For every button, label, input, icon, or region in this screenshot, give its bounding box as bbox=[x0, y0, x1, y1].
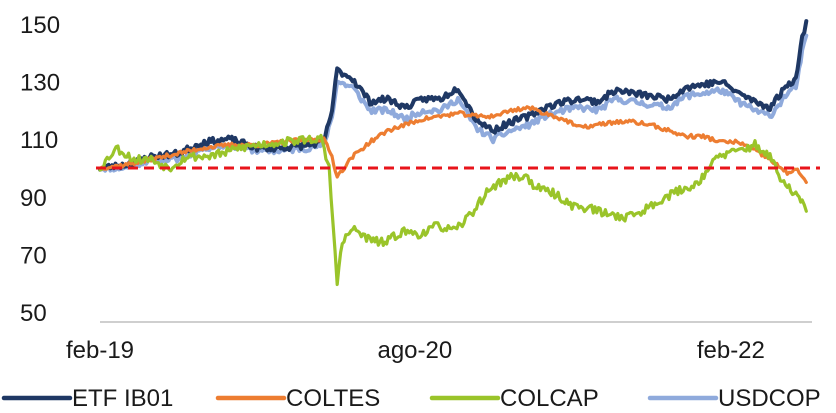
legend-item: COLCAP bbox=[429, 385, 599, 412]
legend-item: ETF IB01 bbox=[1, 385, 173, 412]
y-tick-label: 70 bbox=[20, 242, 47, 269]
y-tick-label: 150 bbox=[20, 12, 60, 39]
y-tick-label: 90 bbox=[20, 185, 47, 212]
y-axis-ticks: 50 70 90 110 130 150 bbox=[20, 12, 60, 327]
legend-label: ETF IB01 bbox=[72, 385, 173, 412]
x-tick-label: ago-20 bbox=[377, 337, 452, 364]
series-line-colcap bbox=[98, 133, 808, 287]
y-tick-label: 110 bbox=[20, 127, 58, 154]
series-line-coltes bbox=[98, 105, 808, 184]
legend-item: COLTES bbox=[215, 385, 380, 412]
legend-label: COLCAP bbox=[500, 385, 599, 412]
legend: ETF IB01 COLTES COLCAP USDCOP bbox=[1, 385, 821, 412]
y-tick-label: 130 bbox=[20, 70, 60, 97]
x-tick-label: feb-19 bbox=[66, 337, 134, 364]
legend-label: USDCOP bbox=[718, 385, 821, 412]
x-tick-label: feb-22 bbox=[697, 337, 765, 364]
x-axis: feb-19 ago-20 feb-22 bbox=[66, 321, 812, 364]
legend-label: COLTES bbox=[286, 385, 380, 412]
legend-item: USDCOP bbox=[647, 385, 821, 412]
y-tick-label: 50 bbox=[20, 300, 47, 327]
series-layer bbox=[98, 19, 809, 287]
